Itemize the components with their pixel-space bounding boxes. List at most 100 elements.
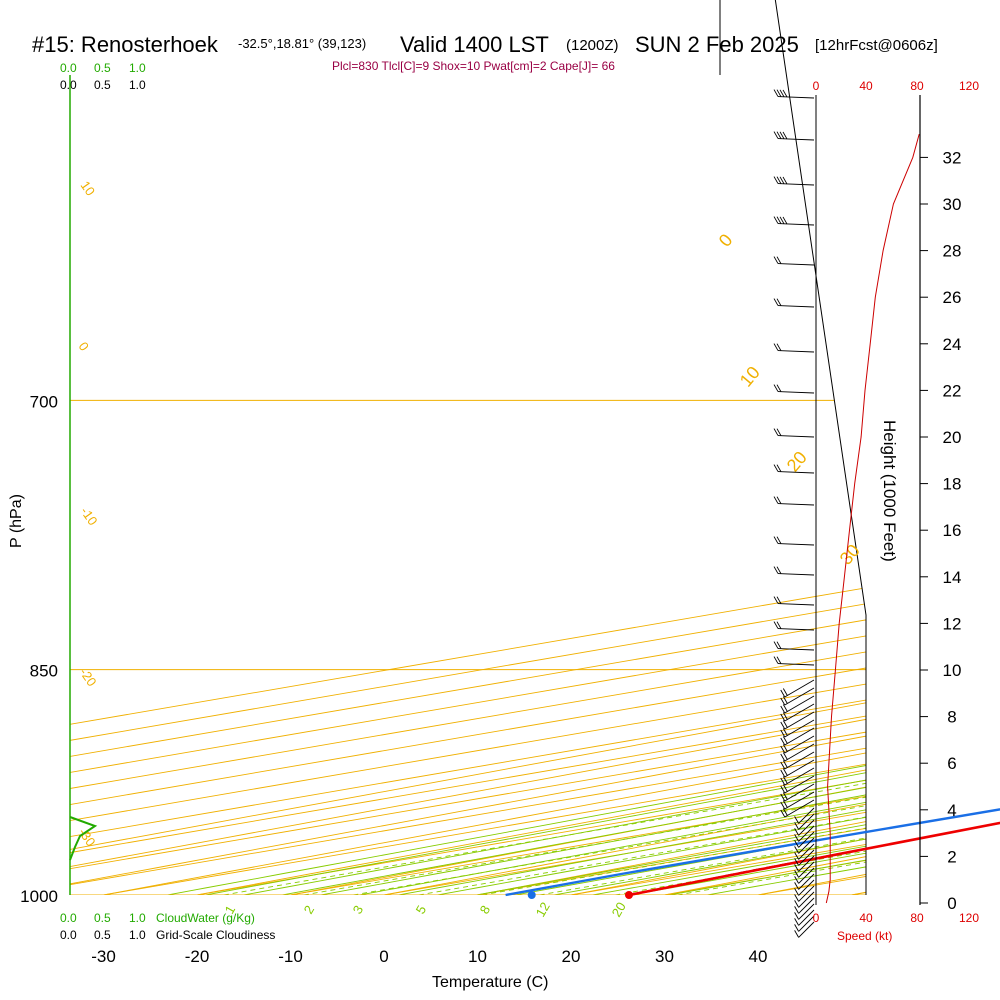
right-border-line	[719, 0, 867, 895]
wind-barb-shaft	[777, 350, 815, 353]
mixing-ratio-line	[539, 0, 866, 895]
dry-adiabat-line	[974, 0, 1000, 963]
dry-adiabat-line	[70, 0, 866, 895]
dry-adiabat-label: 0	[76, 339, 92, 354]
wind-barb-flag	[782, 696, 788, 704]
wind-barb-flag	[773, 298, 779, 306]
height-tick-label: 20	[943, 428, 962, 447]
height-tick-label: 10	[943, 661, 962, 680]
wind-barb-flag	[794, 846, 799, 854]
isotherm-line	[70, 0, 866, 895]
moist-adiabat-label: 30	[836, 540, 864, 568]
top-cloud-water-scale: 0.0 0.5 1.0 0.0 0.5 1.0	[60, 61, 146, 92]
isotherm-line	[70, 0, 866, 895]
surface-temperature-dot	[624, 891, 633, 899]
parcel-path-line	[628, 822, 1000, 896]
dry-adiabat-line	[70, 0, 866, 895]
isotherm-line	[70, 0, 866, 895]
wind-barb-shaft	[777, 628, 815, 631]
wind-barb-shaft	[777, 663, 815, 666]
wind-barb-flag	[773, 343, 779, 351]
wind-barb-shaft	[784, 751, 815, 770]
mixing-ratio-line	[615, 0, 866, 895]
wind-barb-shaft	[777, 503, 815, 506]
wind-barb-flag	[773, 256, 779, 264]
wind-barb-flag	[776, 131, 782, 139]
isotherm-line	[70, 0, 866, 895]
moist-adiabat-lines	[70, 0, 866, 895]
height-tick-label: 14	[943, 568, 962, 587]
speed-tick-bottom: 80	[910, 911, 924, 925]
top-black-scale-1: 0.5	[94, 78, 111, 92]
temperature-axis: -30 -20 -10 0 10 20 30 40	[91, 947, 767, 966]
top-black-scale-0: 0.0	[60, 78, 77, 92]
wind-barb-shaft	[777, 263, 815, 266]
wind-barb-shaft	[798, 825, 815, 842]
isotherm-line	[70, 0, 866, 895]
height-axis-title: Height (1000 Feet)	[880, 420, 899, 562]
wind-barb-flag	[794, 864, 799, 872]
wind-barb-shaft	[798, 891, 815, 908]
isotherm-line	[70, 0, 866, 895]
indices-line: Plcl=830 Tlcl[C]=9 Shox=10 Pwat[cm]=2 Ca…	[332, 59, 615, 73]
wind-barb-flag	[794, 852, 799, 860]
bottom-scales: 0.0 0.5 1.0 CloudWater (g/Kg) 0.0 0.5 1.…	[60, 911, 275, 942]
isotherm-line	[456, 0, 866, 895]
wind-barb-flag	[773, 621, 779, 629]
bottom-black-scale-2: 1.0	[129, 928, 146, 942]
station-title: #15: Renosterhoek	[32, 32, 219, 57]
cloudiness-label: Grid-Scale Cloudiness	[156, 928, 275, 942]
temperature-tick-label: 10	[468, 947, 487, 966]
dry-adiabat-line	[594, 0, 866, 895]
surface-dewpoint-dot	[527, 891, 536, 899]
speed-tick-top: 120	[959, 79, 979, 93]
wind-barb-shaft	[777, 435, 815, 438]
wind-barb-flag	[794, 924, 799, 932]
wind-barb-flag	[794, 816, 799, 824]
dry-adiabat-label: 10	[78, 178, 99, 198]
wind-barb-flag	[794, 900, 799, 908]
dry-adiabat-line	[70, 0, 866, 895]
temperature-tick-label: 0	[379, 947, 388, 966]
wind-barb-flag	[782, 744, 788, 752]
wind-barb-shaft	[777, 573, 815, 576]
wind-barb-flag	[780, 793, 786, 802]
wind-barb-flag	[782, 752, 788, 760]
wind-barbs	[773, 89, 815, 938]
wind-barb-flag	[794, 828, 799, 836]
wind-barb-shaft	[784, 719, 815, 738]
wind-barb-flag	[794, 912, 799, 920]
height-tick-label: 4	[947, 801, 956, 820]
isotherm-line	[70, 0, 866, 895]
wind-barb-flag	[780, 809, 786, 818]
station-coords: -32.5°,18.81° (39,123)	[238, 36, 366, 51]
wind-barb-flag	[776, 256, 782, 264]
wind-barb-shaft	[798, 873, 815, 890]
wind-barb-flag	[782, 768, 788, 776]
wind-barb-flag	[776, 641, 782, 649]
isotherm-line	[70, 0, 866, 895]
mixing-ratio-line	[482, 0, 866, 895]
wind-speed-line	[825, 133, 920, 904]
wind-barb-flag	[776, 216, 782, 224]
wind-barb-flag	[782, 736, 788, 744]
wind-barb-flag	[782, 89, 788, 98]
wind-barb-flag	[773, 596, 779, 604]
wind-barb-flag	[776, 596, 782, 604]
speed-tick-top: 0	[813, 79, 820, 93]
wind-barb-shaft	[784, 679, 815, 698]
wind-barb-shaft	[784, 759, 815, 778]
wind-barb-flag	[776, 428, 782, 436]
wind-barb-flag	[794, 834, 799, 842]
isobar-lines	[70, 399, 866, 895]
wind-barb-shaft	[798, 849, 815, 866]
wind-barb-shaft	[798, 885, 815, 902]
wind-barb-flag	[782, 800, 788, 808]
moist-adiabat-line	[70, 0, 866, 895]
wind-barb-flag	[773, 384, 779, 392]
dewpoint-line	[505, 808, 1000, 897]
moist-adiabat-line	[70, 0, 866, 895]
wind-barb-flag	[773, 89, 779, 97]
isotherm-line	[70, 0, 866, 895]
wind-barb-flag	[779, 176, 785, 185]
